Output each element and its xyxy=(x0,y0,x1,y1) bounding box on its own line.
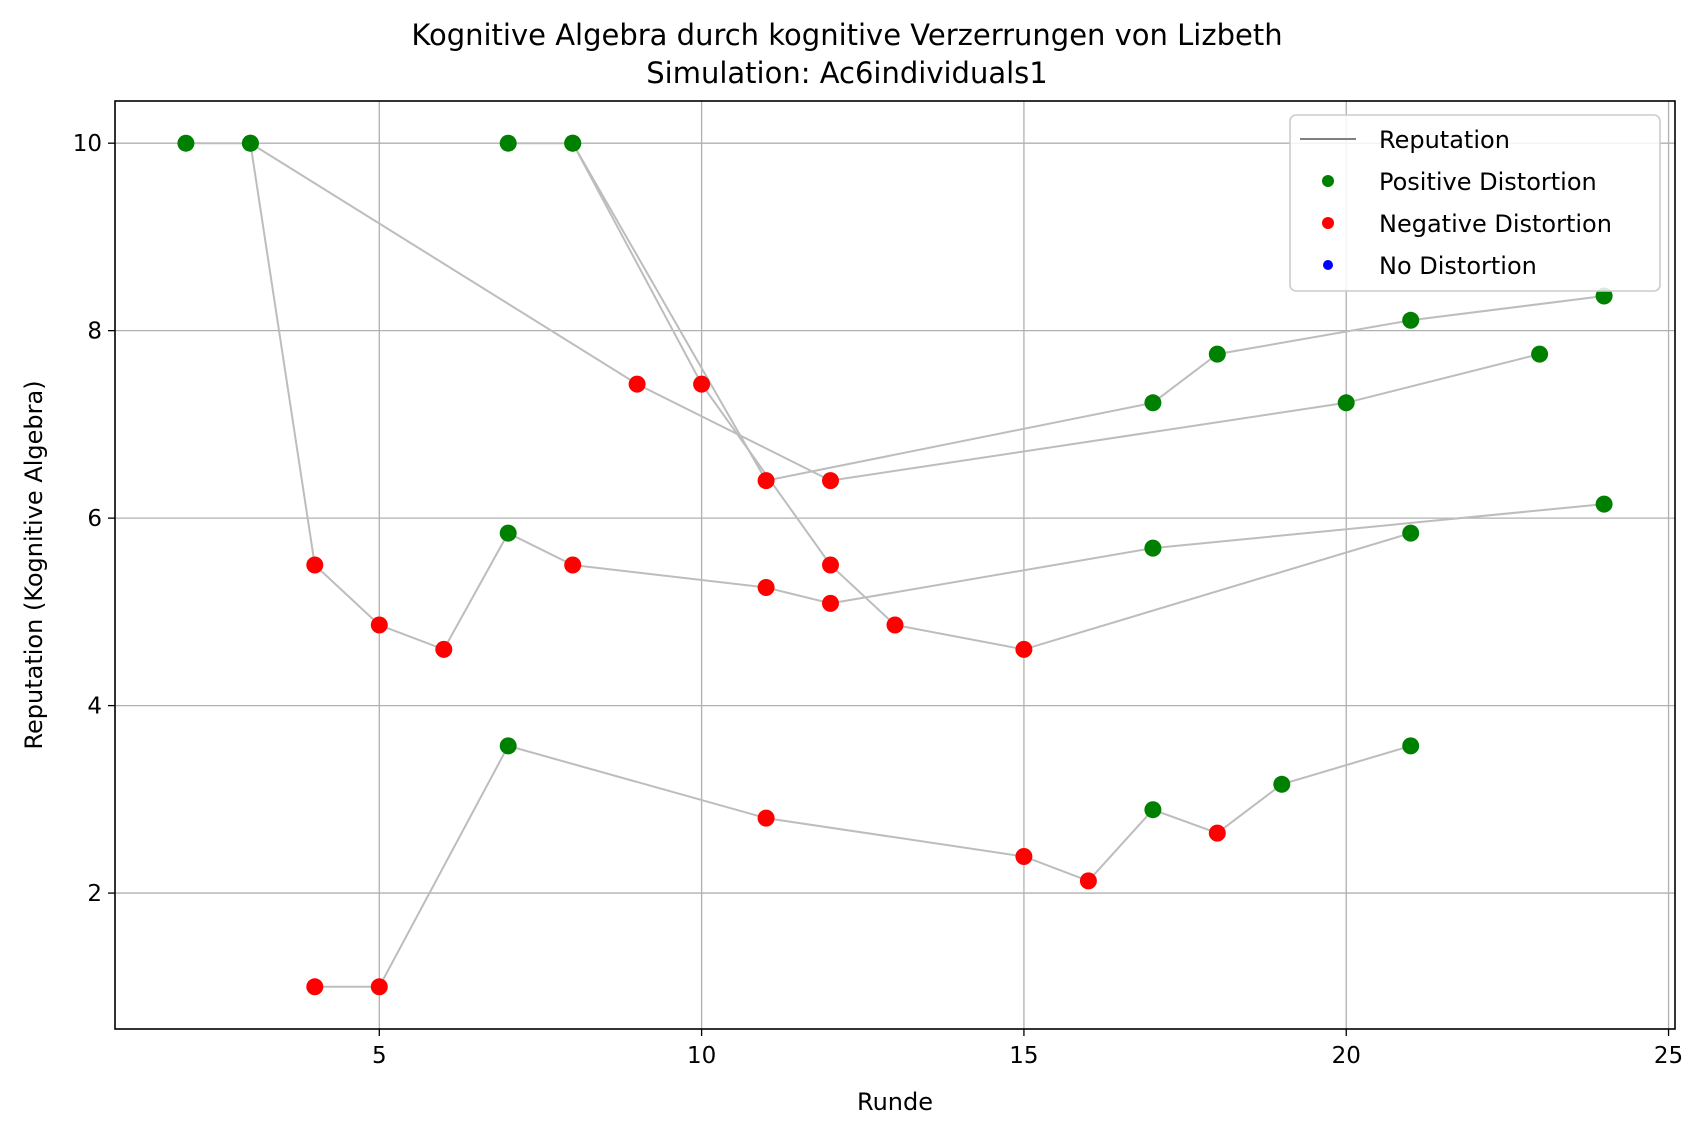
negative-distortion-point xyxy=(1015,640,1033,658)
legend-positive-marker xyxy=(1322,175,1334,187)
legend-label-positive: Positive Distortion xyxy=(1379,168,1597,196)
x-tick-label: 10 xyxy=(687,1043,716,1069)
positive-distortion-point xyxy=(1402,737,1420,755)
legend-none-marker xyxy=(1323,260,1333,270)
positive-distortion-point xyxy=(1337,394,1355,412)
positive-distortion-point xyxy=(1531,345,1549,363)
y-axis-label: Reputation (Kognitive Algebra) xyxy=(20,380,48,749)
positive-distortion-point xyxy=(1144,539,1162,557)
negative-distortion-point xyxy=(693,375,711,393)
positive-distortion-point xyxy=(1402,524,1420,542)
distortion-points xyxy=(177,134,1613,996)
y-tick-label: 10 xyxy=(73,131,102,157)
positive-distortion-point xyxy=(177,134,195,152)
negative-distortion-point xyxy=(822,472,839,490)
legend-negative-marker xyxy=(1322,217,1334,229)
negative-distortion-point xyxy=(628,375,646,393)
legend-label-reputation: Reputation xyxy=(1379,126,1510,154)
y-tick-label: 6 xyxy=(87,506,102,532)
negative-distortion-point xyxy=(822,594,839,612)
y-tick-label: 8 xyxy=(87,319,102,345)
negative-distortion-point xyxy=(435,640,453,658)
negative-distortion-point xyxy=(370,616,388,634)
positive-distortion-point xyxy=(499,134,517,152)
x-tick-label: 25 xyxy=(1654,1043,1683,1069)
negative-distortion-point xyxy=(886,616,904,634)
positive-distortion-point xyxy=(499,737,517,755)
x-tick-label: 20 xyxy=(1332,1043,1361,1069)
negative-distortion-point xyxy=(370,978,388,996)
positive-distortion-point xyxy=(1402,311,1420,329)
negative-distortion-point xyxy=(1208,824,1226,842)
negative-distortion-point xyxy=(822,556,839,574)
reputation-line-4 xyxy=(571,142,1411,651)
reputation-line-5 xyxy=(314,744,1411,988)
chart-title: Kognitive Algebra durch kognitive Verzer… xyxy=(411,18,1282,52)
positive-distortion-point xyxy=(564,134,582,152)
reputation-line-1 xyxy=(185,142,1540,482)
x-tick-label: 5 xyxy=(372,1043,387,1069)
negative-distortion-point xyxy=(757,579,775,596)
grid xyxy=(115,101,1675,1029)
positive-distortion-point xyxy=(1144,394,1162,412)
reputation-line-3 xyxy=(249,143,1605,651)
positive-distortion-point xyxy=(1144,801,1162,819)
legend-label-none: No Distortion xyxy=(1379,252,1537,280)
plot-frame xyxy=(114,100,1676,1030)
axis-ticks: 5 10 15 20 25 2 4 6 8 10 xyxy=(73,131,1683,1069)
y-tick-label: 4 xyxy=(87,694,102,720)
positive-distortion-point xyxy=(1273,775,1291,793)
x-tick-label: 15 xyxy=(1009,1043,1038,1069)
negative-distortion-point xyxy=(564,556,582,574)
positive-distortion-point xyxy=(1595,495,1613,513)
positive-distortion-point xyxy=(241,134,259,152)
legend-label-negative: Negative Distortion xyxy=(1379,210,1612,238)
x-axis-label: Runde xyxy=(857,1088,933,1116)
y-tick-label: 2 xyxy=(87,881,102,907)
positive-distortion-point xyxy=(1208,345,1226,363)
negative-distortion-point xyxy=(306,556,324,574)
negative-distortion-point xyxy=(757,809,775,827)
legend: Reputation Positive Distortion Negative … xyxy=(1289,114,1661,292)
negative-distortion-point xyxy=(1015,848,1033,865)
legend-box xyxy=(1289,114,1661,292)
positive-distortion-point xyxy=(499,524,517,542)
negative-distortion-point xyxy=(1079,872,1097,890)
negative-distortion-point xyxy=(306,978,324,996)
negative-distortion-point xyxy=(757,472,775,490)
chart-subtitle: Simulation: Ac6individuals1 xyxy=(646,56,1047,90)
